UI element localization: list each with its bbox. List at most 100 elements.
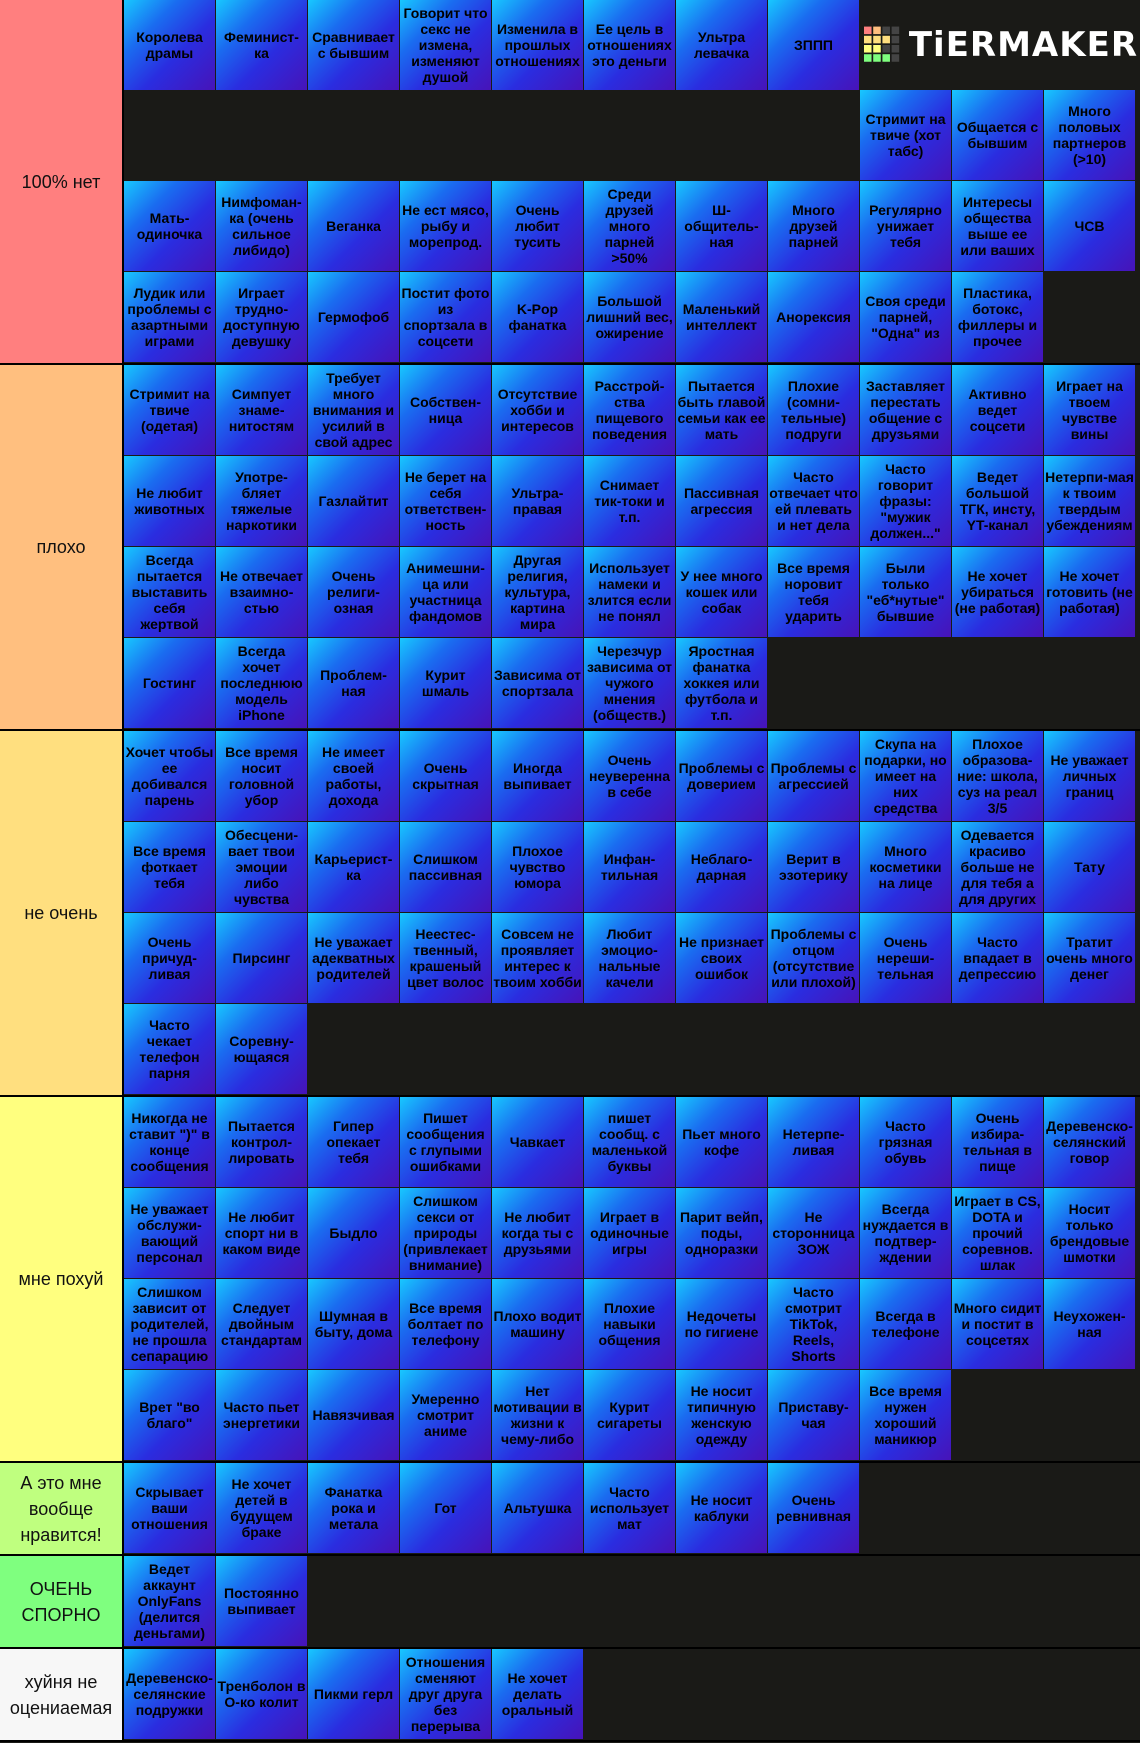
tier-row: плохо Стримит на твиче (одетая) Симпует зн… (0, 365, 1140, 731)
tier-item: Часто грязная обувь (860, 1097, 951, 1187)
tier-item: Среди друзей много парней >50% (584, 181, 675, 271)
tier-item: Не любит когда ты с друзьями (492, 1188, 583, 1278)
tier-item: Пишет сообщения с глупыми ошибками (400, 1097, 491, 1187)
tier-item: Очень любит тусить (492, 181, 583, 271)
tier-item: Навязчивая (308, 1370, 399, 1460)
tier-item: Отсутствие хобби и интересов (492, 365, 583, 455)
tier-items: Скрывает ваши отношения Не хочет детей в … (124, 1463, 1138, 1554)
tier-item: Изменила в прошлых отношениях (492, 0, 583, 90)
tier-item: Часто чекает телефон парня (124, 1004, 215, 1094)
tier-item: Не хочет делать оральный (492, 1649, 583, 1739)
tier-row: хуйня не оцениаемая Деревенско-селянские … (0, 1649, 1140, 1742)
tier-item: Употре-бляет тяжелые наркотики (216, 456, 307, 546)
tier-item: Очень избира-тельная в пище (952, 1097, 1043, 1187)
tier-item: Общается с бывшим (952, 90, 1043, 180)
tier-item: Скрывает ваши отношения (124, 1463, 215, 1553)
tier-item: Заставляет перестать общение с друзьями (860, 365, 951, 455)
tier-item: Часто впадает в депрессию (952, 913, 1043, 1003)
tier-items: Деревенско-селянские подружки Тренболон в… (124, 1649, 1138, 1740)
tier-row: ОЧЕНЬ СПОРНО Ведет аккаунт OnlyFans (дели… (0, 1556, 1140, 1649)
tier-item: Тратит очень много денег (1044, 913, 1135, 1003)
tier-item: Носит только брендовые шмотки (1044, 1188, 1135, 1278)
tier-item: Сравнивает с бывшим (308, 0, 399, 90)
tier-item: Не любит спорт ни в каком виде (216, 1188, 307, 1278)
tier-item: Соревну-ющаяся (216, 1004, 307, 1094)
tier-item: Ультра левачка (676, 0, 767, 90)
tier-item: Все время носит головной убор (216, 731, 307, 821)
tier-item: Ультра-правая (492, 456, 583, 546)
tier-item: Слишком зависит от родителей, не прошла … (124, 1279, 215, 1369)
tier-item: Пьет много кофе (676, 1097, 767, 1187)
tier-label: ОЧЕНЬ СПОРНО (0, 1556, 124, 1647)
tier-item: Не носит каблуки (676, 1463, 767, 1553)
tier-item: Всегда пытается выставить себя жертвой (124, 547, 215, 637)
logo-icon (864, 26, 900, 62)
tier-item: Никогда не ставит ")" в конце сообщения (124, 1097, 215, 1187)
tier-item: Не сторонница ЗОЖ (768, 1188, 859, 1278)
tier-item: Играет трудно-доступную девушку (216, 272, 307, 362)
tier-item: Хочет чтобы ее добивался парень (124, 731, 215, 821)
tier-item: ЧСВ (1044, 181, 1135, 271)
tier-item: Часто говорит фразы: "мужик должен..." (860, 456, 951, 546)
tier-item: Очень неуверенна в себе (584, 731, 675, 821)
tier-item: Всегда нуждается в подтвер-ждении (860, 1188, 951, 1278)
tier-item: Не имеет своей работы, дохода (308, 731, 399, 821)
tier-item: Говорит что секс не измена, изменяют душ… (400, 0, 491, 90)
tier-item: Слишком секси от природы (привлекает вни… (400, 1188, 491, 1278)
tier-item: Проблемы с доверием (676, 731, 767, 821)
tier-item: Не хочет убираться (не работая) (952, 547, 1043, 637)
tier-item: Слишком пассивная (400, 822, 491, 912)
tier-item: Использует намеки и злится если не понял (584, 547, 675, 637)
tier-item: Веганка (308, 181, 399, 271)
tier-item: Пассивная агрессия (676, 456, 767, 546)
tier-item: Много сидит и постит в соцсетях (952, 1279, 1043, 1369)
tier-item: Пытается быть главой семьи как ее мать (676, 365, 767, 455)
tier-item: Очень религи-озная (308, 547, 399, 637)
tier-label: не очень (0, 731, 124, 1095)
tier-item: Нетерпе-ливая (768, 1097, 859, 1187)
tier-item: Плохие (сомни-тельные) подруги (768, 365, 859, 455)
tier-item: Неухожен-ная (1044, 1279, 1135, 1369)
tier-item: Гот (400, 1463, 491, 1553)
tier-item: Своя среди парней, "Одна" из (860, 272, 951, 362)
tier-item: Недочеты по гигиене (676, 1279, 767, 1369)
tier-item: Не ест мясо, рыбу и морепрод. (400, 181, 491, 271)
tier-item: Очень причуд-ливая (124, 913, 215, 1003)
tier-item: Очень скрытная (400, 731, 491, 821)
tier-label: хуйня не оцениаемая (0, 1649, 124, 1740)
tier-item: Играет на твоем чувстве вины (1044, 365, 1135, 455)
tier-item: Анимешни-ца или участница фандомов (400, 547, 491, 637)
tier-item: Интересы общества выше ее или ваших (952, 181, 1043, 271)
tier-item: Отношения сменяют друг друга без перерыв… (400, 1649, 491, 1739)
tier-row: 100% нет TiERMAKER Королева драмы Феминис… (0, 0, 1140, 365)
tier-item: Все время норовит тебя ударить (768, 547, 859, 637)
tier-item: Не уважает личных границ (1044, 731, 1135, 821)
tier-label: А это мне вообще нравится! (0, 1463, 124, 1554)
tier-row: не очень Хочет чтобы ее добивался парень В… (0, 731, 1140, 1097)
tier-row: А это мне вообще нравится! Скрывает ваши … (0, 1463, 1140, 1556)
tier-item: Феминист-ка (216, 0, 307, 90)
tier-item: Мать-одиночка (124, 181, 215, 271)
tier-item: Фанатка рока и метала (308, 1463, 399, 1553)
tier-item: Парит вейп, поды, одноразки (676, 1188, 767, 1278)
tier-item: Пластика, ботокс, филлеры и прочее (952, 272, 1043, 362)
tier-item: Карьерист-ка (308, 822, 399, 912)
tier-item: Играет в CS, DOTA и прочий соревнов. шла… (952, 1188, 1043, 1278)
tier-item: Много косметики на лице (860, 822, 951, 912)
tier-item: Приставу-чая (768, 1370, 859, 1460)
tier-item: Ее цель в отношениях это деньги (584, 0, 675, 90)
tier-item: Очень нереши-тельная (860, 913, 951, 1003)
tier-item: Совсем не проявляет интерес к твоим хобб… (492, 913, 583, 1003)
tier-item: Умеренно смотрит аниме (400, 1370, 491, 1460)
tier-items: TiERMAKER Королева драмы Феминист-ка Сравн… (124, 0, 1138, 363)
tier-item: Стримит на твиче (одетая) (124, 365, 215, 455)
tier-item: Тату (1044, 822, 1135, 912)
tier-item: Играет в одиночные игры (584, 1188, 675, 1278)
tier-item: Всегда хочет последнюю модель iPhone (216, 638, 307, 728)
tier-item: Постит фото из спортзала в соцсети (400, 272, 491, 362)
tier-item: Пытается контрол-лировать (216, 1097, 307, 1187)
tier-item: Проблемы с агрессией (768, 731, 859, 821)
tier-item: Очень ревнивная (768, 1463, 859, 1553)
tier-item: Иногда выпивает (492, 731, 583, 821)
